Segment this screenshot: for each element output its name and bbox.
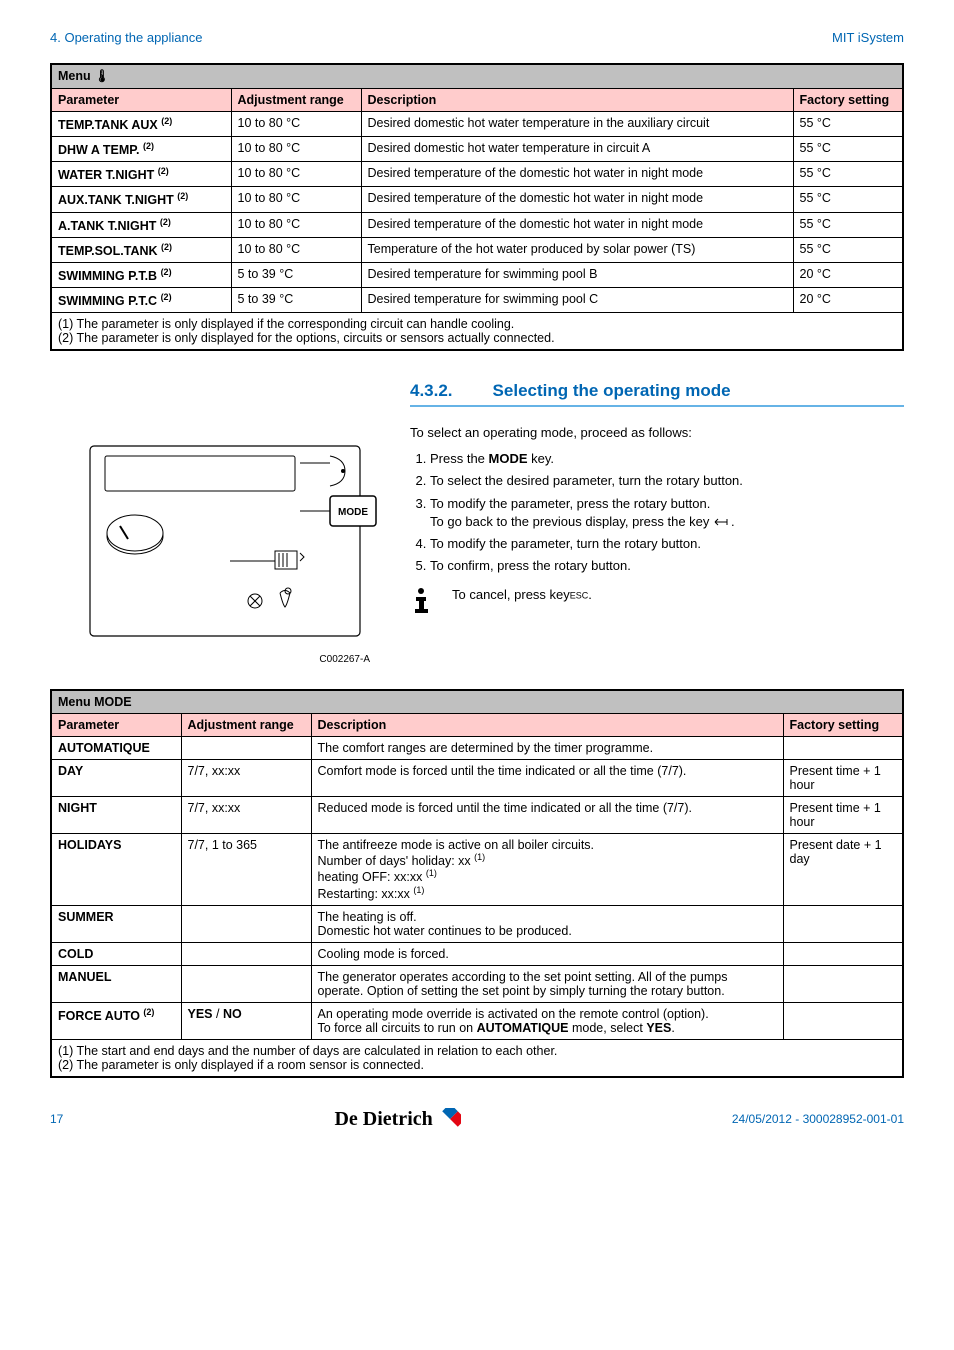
diagram-column: MODE C002267-A: [50, 381, 380, 661]
table-row: NIGHT7/7, xx:xxReduced mode is forced un…: [51, 797, 903, 834]
step-2: To select the desired parameter, turn th…: [430, 472, 904, 490]
section-title: Selecting the operating mode: [493, 381, 731, 401]
t2-footnote-1: (1) The start and end days and the numbe…: [58, 1044, 896, 1058]
info-note: To cancel, press keyESC.: [410, 587, 904, 616]
step-3: To modify the parameter, press the rotar…: [430, 495, 904, 531]
table-row: TEMP.TANK AUX (2)10 to 80 °CDesired dome…: [51, 112, 903, 137]
col-factory: Factory setting: [793, 89, 903, 112]
table-row: SUMMERThe heating is off.Domestic hot wa…: [51, 905, 903, 942]
col2-factory: Factory setting: [783, 714, 903, 737]
table-row: COLDCooling mode is forced.: [51, 942, 903, 965]
page-header: 4. Operating the appliance MIT iSystem: [50, 30, 904, 45]
footnote-2: (2) The parameter is only displayed for …: [58, 331, 896, 345]
table-row: SWIMMING P.T.B (2)5 to 39 °CDesired temp…: [51, 262, 903, 287]
menu-mode-table: Menu MODE Parameter Adjustment range Des…: [50, 689, 904, 1077]
menu-temp-table: Menu 🌡 Parameter Adjustment range Descri…: [50, 63, 904, 351]
col-range: Adjustment range: [231, 89, 361, 112]
table-row: FORCE AUTO (2)YES / NOAn operating mode …: [51, 1002, 903, 1039]
breadcrumb: 4. Operating the appliance: [50, 30, 203, 45]
table-row: MANUELThe generator operates according t…: [51, 965, 903, 1002]
page-number: 17: [50, 1112, 63, 1126]
table-row: SWIMMING P.T.C (2)5 to 39 °CDesired temp…: [51, 288, 903, 313]
table-row: HOLIDAYS7/7, 1 to 365The antifreeze mode…: [51, 834, 903, 905]
step-5: To confirm, press the rotary button.: [430, 557, 904, 575]
table-row: AUTOMATIQUEThe comfort ranges are determ…: [51, 737, 903, 760]
col2-range: Adjustment range: [181, 714, 311, 737]
section-432: MODE C002267-A: [50, 381, 904, 661]
footnote-1: (1) The parameter is only displayed if t…: [58, 317, 896, 331]
table1-footnotes: (1) The parameter is only displayed if t…: [51, 313, 903, 351]
col2-parameter: Parameter: [51, 714, 181, 737]
footer-docinfo: 24/05/2012 - 300028952-001-01: [732, 1112, 904, 1126]
page-footer: 17 De Dietrich 24/05/2012 - 300028952-00…: [50, 1108, 904, 1131]
mode-button-label: MODE: [338, 507, 368, 518]
section-title-row: 4.3.2. Selecting the operating mode: [410, 381, 904, 407]
table-row: A.TANK T.NIGHT (2)10 to 80 °CDesired tem…: [51, 212, 903, 237]
procedure-steps: Press the MODE key. To select the desire…: [410, 450, 904, 575]
table2-footnotes: (1) The start and end days and the numbe…: [51, 1039, 903, 1077]
table1-header-row: Parameter Adjustment range Description F…: [51, 89, 903, 112]
brand-logo: De Dietrich: [334, 1108, 460, 1131]
table-row: DHW A TEMP. (2)10 to 80 °CDesired domest…: [51, 137, 903, 162]
diagram-label: C002267-A: [50, 654, 380, 665]
cancel-note: To cancel, press keyESC.: [452, 587, 592, 602]
step-1: Press the MODE key.: [430, 450, 904, 468]
table1-title: Menu 🌡: [51, 64, 903, 89]
col-description: Description: [361, 89, 793, 112]
step-4: To modify the parameter, turn the rotary…: [430, 535, 904, 553]
table-row: WATER T.NIGHT (2)10 to 80 °CDesired temp…: [51, 162, 903, 187]
procedure-intro: To select an operating mode, proceed as …: [410, 425, 904, 440]
table-row: TEMP.SOL.TANK (2)10 to 80 °CTemperature …: [51, 237, 903, 262]
control-panel-diagram: MODE C002267-A: [50, 441, 380, 661]
col2-description: Description: [311, 714, 783, 737]
section-number: 4.3.2.: [410, 381, 453, 401]
t2-footnote-2: (2) The parameter is only displayed if a…: [58, 1058, 896, 1072]
info-icon: [410, 587, 432, 616]
table2-title: Menu MODE: [51, 690, 903, 714]
doc-title: MIT iSystem: [832, 30, 904, 45]
table-row: DAY7/7, xx:xxComfort mode is forced unti…: [51, 760, 903, 797]
table2-header-row: Parameter Adjustment range Description F…: [51, 714, 903, 737]
table-row: AUX.TANK T.NIGHT (2)10 to 80 °CDesired t…: [51, 187, 903, 212]
col-parameter: Parameter: [51, 89, 231, 112]
